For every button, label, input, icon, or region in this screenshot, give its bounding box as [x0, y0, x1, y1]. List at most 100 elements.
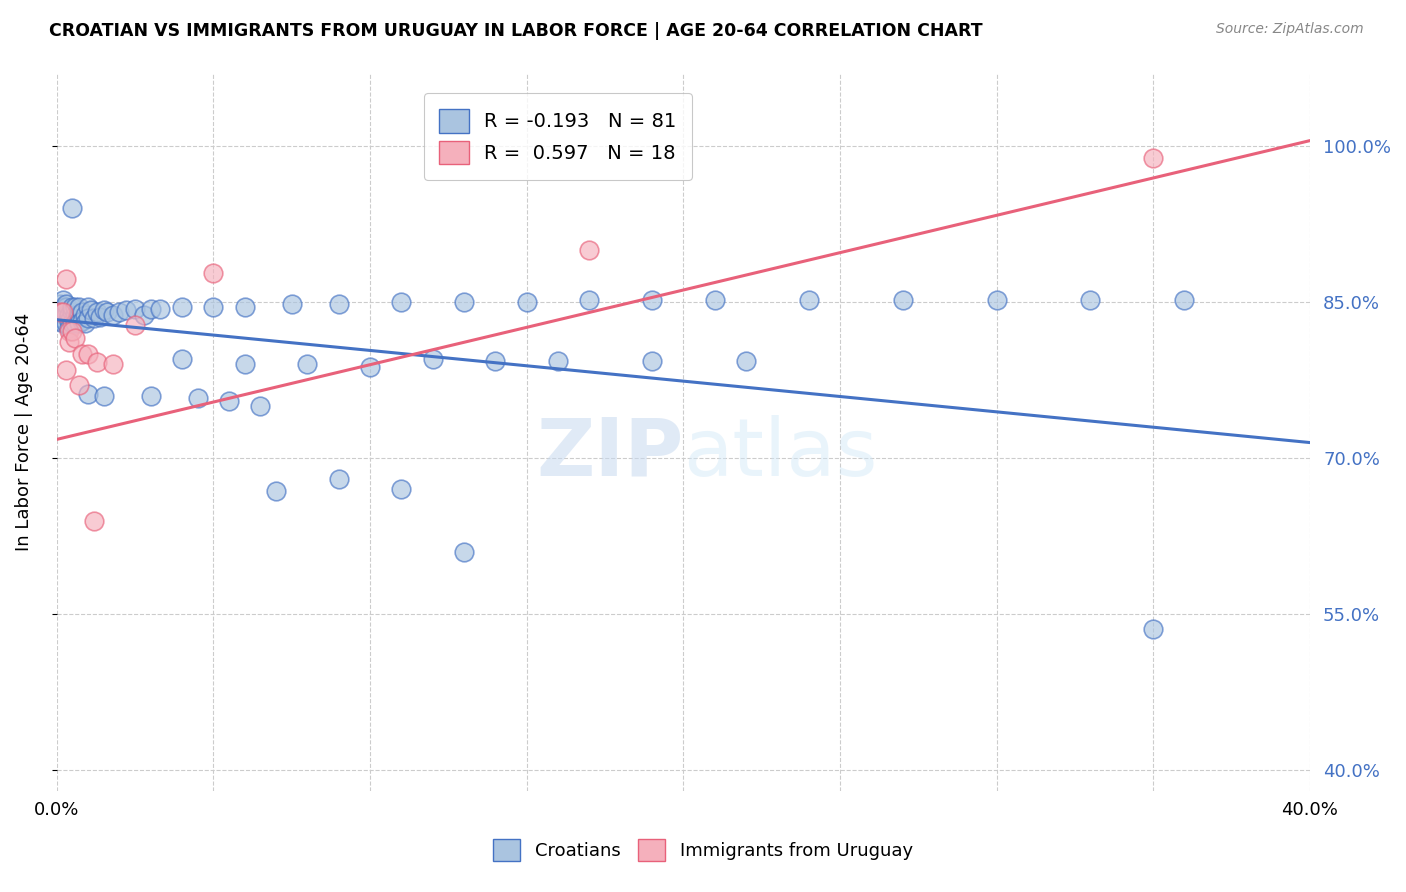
Legend: Croatians, Immigrants from Uruguay: Croatians, Immigrants from Uruguay — [484, 830, 922, 870]
Point — [249, 399, 271, 413]
Point — [60, 305, 83, 319]
Point — [70, 305, 93, 319]
Point — [86, 355, 108, 369]
Point — [280, 297, 302, 311]
Point — [65, 300, 87, 314]
Point — [48, 310, 70, 325]
Point — [114, 303, 136, 318]
Point — [641, 293, 664, 307]
Point — [389, 483, 412, 497]
Point — [55, 362, 77, 376]
Point — [797, 293, 820, 307]
Point — [986, 293, 1008, 307]
Point — [422, 352, 444, 367]
Point — [67, 308, 90, 322]
Point — [48, 314, 70, 328]
Point — [202, 300, 225, 314]
Point — [52, 316, 75, 330]
Point — [484, 354, 506, 368]
Point — [170, 300, 193, 314]
Point — [93, 389, 115, 403]
Point — [48, 297, 70, 311]
Point — [170, 352, 193, 367]
Point — [67, 316, 90, 330]
Point — [58, 334, 80, 349]
Point — [55, 300, 77, 314]
Point — [1173, 293, 1195, 307]
Text: CROATIAN VS IMMIGRANTS FROM URUGUAY IN LABOR FORCE | AGE 20-64 CORRELATION CHART: CROATIAN VS IMMIGRANTS FROM URUGUAY IN L… — [49, 22, 983, 40]
Point — [389, 295, 412, 310]
Point — [67, 378, 90, 392]
Text: ZIP: ZIP — [536, 415, 683, 492]
Legend: R = -0.193   N = 81, R =  0.597   N = 18: R = -0.193 N = 81, R = 0.597 N = 18 — [423, 94, 692, 180]
Point — [60, 202, 83, 216]
Point — [89, 310, 111, 324]
Point — [83, 310, 105, 325]
Point — [101, 308, 124, 322]
Point — [233, 358, 256, 372]
Point — [641, 354, 664, 368]
Point — [453, 295, 475, 310]
Point — [77, 347, 100, 361]
Point — [202, 266, 225, 280]
Point — [60, 316, 83, 330]
Text: Source: ZipAtlas.com: Source: ZipAtlas.com — [1216, 22, 1364, 37]
Point — [1080, 293, 1102, 307]
Point — [77, 386, 100, 401]
Point — [124, 318, 146, 332]
Point — [187, 391, 209, 405]
Point — [73, 316, 96, 330]
Point — [77, 310, 100, 325]
Y-axis label: In Labor Force | Age 20-64: In Labor Force | Age 20-64 — [15, 313, 32, 551]
Point — [96, 305, 118, 319]
Point — [65, 316, 87, 330]
Point — [58, 314, 80, 328]
Point — [124, 302, 146, 317]
Point — [328, 297, 350, 311]
Point — [93, 303, 115, 318]
Point — [139, 302, 162, 317]
Point — [134, 308, 156, 322]
Point — [233, 300, 256, 314]
Point — [58, 324, 80, 338]
Point — [60, 300, 83, 314]
Point — [65, 331, 87, 345]
Point — [77, 300, 100, 314]
Point — [108, 305, 131, 319]
Point — [73, 308, 96, 322]
Point — [70, 314, 93, 328]
Point — [65, 308, 87, 322]
Point — [734, 354, 756, 368]
Point — [891, 293, 914, 307]
Point — [86, 305, 108, 319]
Point — [55, 297, 77, 311]
Point — [52, 300, 75, 314]
Point — [297, 358, 319, 372]
Point — [80, 303, 103, 318]
Point — [578, 243, 600, 257]
Point — [48, 305, 70, 319]
Point — [58, 321, 80, 335]
Point — [70, 347, 93, 361]
Point — [1142, 152, 1164, 166]
Point — [453, 545, 475, 559]
Point — [328, 472, 350, 486]
Point — [703, 293, 725, 307]
Point — [139, 389, 162, 403]
Point — [149, 302, 172, 317]
Text: atlas: atlas — [683, 415, 877, 492]
Point — [578, 293, 600, 307]
Point — [101, 358, 124, 372]
Point — [218, 393, 240, 408]
Point — [52, 293, 75, 307]
Point — [516, 295, 538, 310]
Point — [1142, 622, 1164, 636]
Point — [52, 305, 75, 319]
Point — [264, 484, 287, 499]
Point — [58, 308, 80, 322]
Point — [55, 316, 77, 330]
Point — [547, 354, 569, 368]
Point — [48, 305, 70, 319]
Point — [52, 308, 75, 322]
Point — [67, 300, 90, 314]
